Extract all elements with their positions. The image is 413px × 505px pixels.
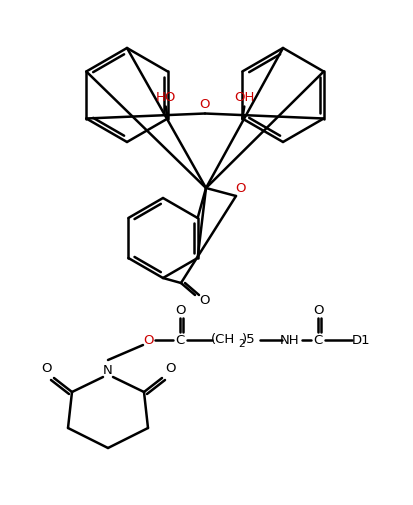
- Text: O: O: [176, 305, 186, 318]
- Text: )5: )5: [242, 333, 256, 346]
- Text: OH: OH: [234, 91, 254, 104]
- Text: O: O: [143, 333, 153, 346]
- Text: N: N: [103, 364, 113, 377]
- Text: C: C: [176, 333, 185, 346]
- Text: NH: NH: [280, 333, 300, 346]
- Text: O: O: [235, 181, 245, 194]
- Text: O: O: [165, 363, 175, 376]
- Text: O: O: [41, 363, 51, 376]
- Text: O: O: [200, 98, 210, 111]
- Text: O: O: [314, 305, 324, 318]
- Text: (CH: (CH: [211, 333, 235, 346]
- Text: D1: D1: [352, 333, 370, 346]
- Text: HO: HO: [156, 91, 176, 104]
- Text: O: O: [200, 293, 210, 307]
- Text: C: C: [313, 333, 323, 346]
- Text: 2: 2: [239, 339, 245, 349]
